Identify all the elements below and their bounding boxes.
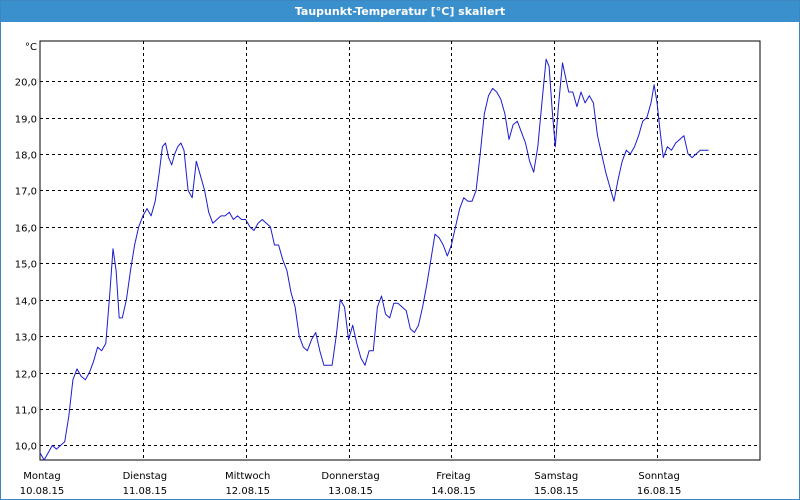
y-tick-label: 11,0 xyxy=(15,406,37,417)
y-tick-label: 14,0 xyxy=(15,297,37,308)
x-tick-date: 16.08.15 xyxy=(637,486,682,497)
x-tick-date: 12.08.15 xyxy=(225,486,270,497)
x-tick-labels: Montag 10.08.15 Dienstag 11.08.15 Mittwoch 12… xyxy=(20,471,682,497)
x-tick-date: 15.08.15 xyxy=(534,486,579,497)
plot-area xyxy=(39,40,761,461)
x-tick-date: 10.08.15 xyxy=(20,486,65,497)
y-tick-label: 16,0 xyxy=(15,224,37,235)
x-tick-weekday: Freitag xyxy=(436,471,470,482)
y-axis-unit-label: °C xyxy=(25,42,37,53)
y-tick-label: 13,0 xyxy=(15,333,37,344)
x-tick-date: 14.08.15 xyxy=(431,486,476,497)
x-tick-weekday: Samstag xyxy=(534,471,578,482)
x-tick-weekday: Mittwoch xyxy=(225,471,270,482)
chart-title: Taupunkt-Temperatur [°C] skaliert xyxy=(1,1,799,22)
x-tick-date: 11.08.15 xyxy=(123,486,168,497)
x-tick-weekday: Dienstag xyxy=(123,471,168,482)
y-tick-label: 12,0 xyxy=(15,370,37,381)
series-layer xyxy=(39,58,709,461)
grid-lines xyxy=(40,41,760,460)
y-tick-label: 20,0 xyxy=(15,78,37,89)
dewpoint-series-line xyxy=(39,58,709,461)
y-tick-labels: 10,0 11,0 12,0 13,0 14,0 15,0 16,0 17,0 18,0 19,0… xyxy=(15,78,37,453)
x-tick-date: 13.08.15 xyxy=(328,486,373,497)
y-tick-label: 17,0 xyxy=(15,187,37,198)
y-tick-label: 18,0 xyxy=(15,151,37,162)
x-tick-weekday: Montag xyxy=(23,471,60,482)
y-tick-label: 19,0 xyxy=(15,115,37,126)
x-tick-weekday: Sonntag xyxy=(638,471,680,482)
y-tick-label: 10,0 xyxy=(15,442,37,453)
y-tick-label: 15,0 xyxy=(15,260,37,271)
x-tick-weekday: Donnerstag xyxy=(321,471,379,482)
